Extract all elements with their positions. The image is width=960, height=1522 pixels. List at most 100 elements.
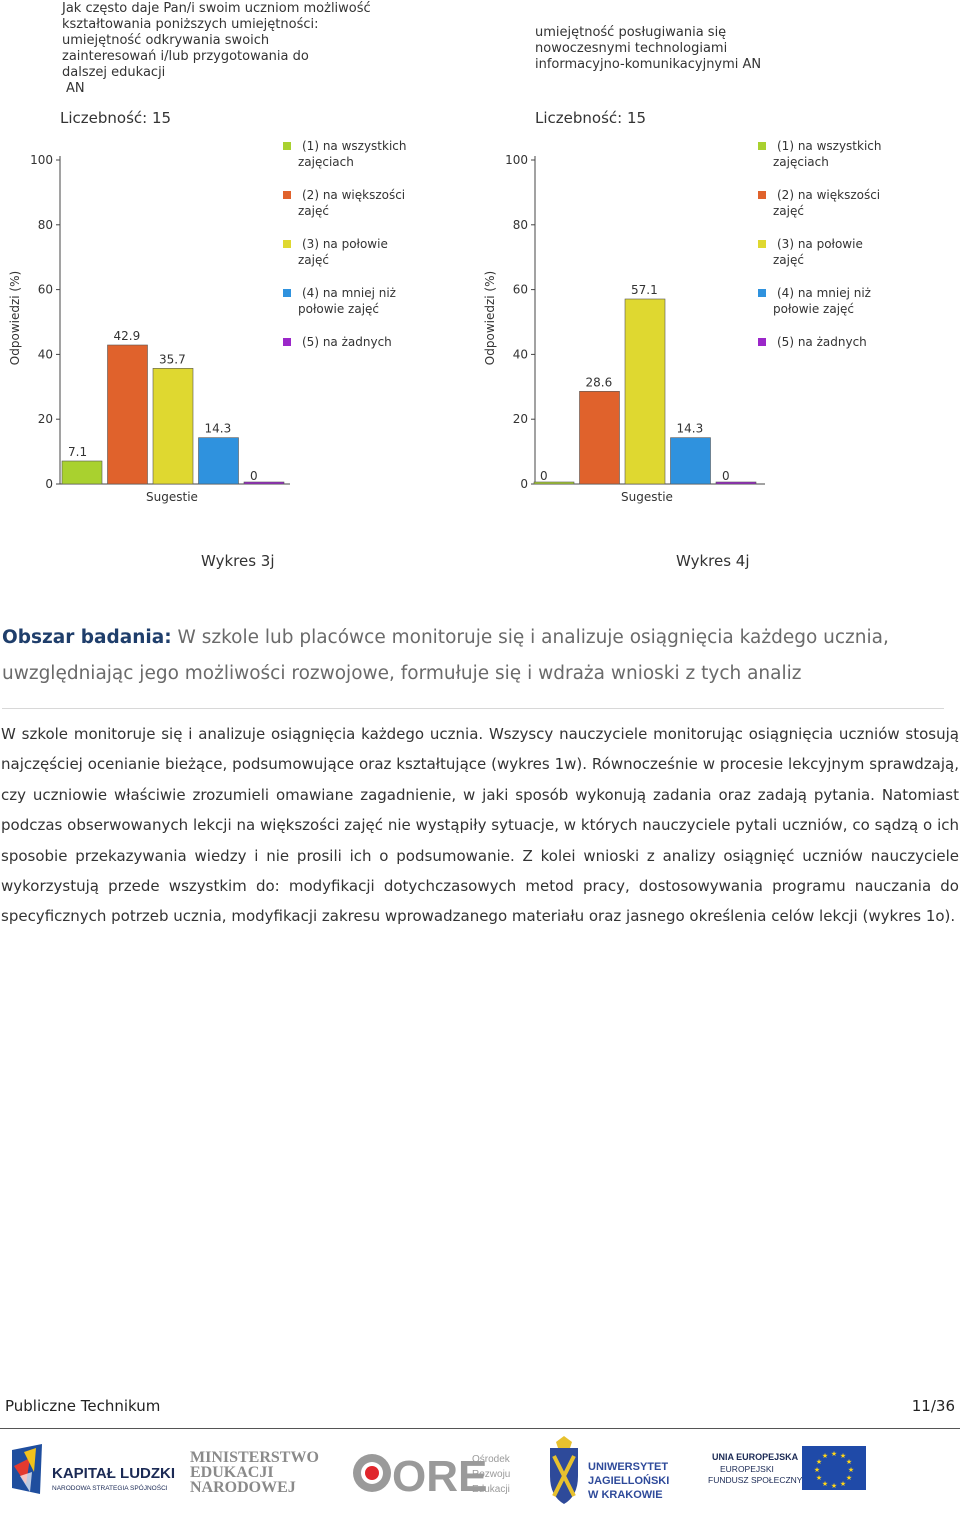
bar [107, 344, 148, 485]
data-label: 14.3 [205, 422, 232, 436]
body-paragraph: W szkole monitoruje się i analizuje osią… [1, 725, 959, 926]
chart-title-line: Jak często daje Pan/i swoim uczniom możl… [61, 1, 371, 16]
legend-swatch [283, 289, 291, 297]
logo-text: Rozwoju [472, 1469, 510, 1480]
logo-bar-svg: KAPITAŁ LUDZKI NARODOWA STRATEGIA SPÓJNO… [12, 1436, 866, 1504]
chart-legend: (1) na wszystkich zajęciach (2) na większo… [283, 139, 407, 349]
svg-text:★: ★ [840, 1452, 846, 1460]
legend-label: (3) na połowie [302, 237, 388, 251]
legend-label: zajęciach [773, 155, 829, 169]
bar [715, 481, 757, 485]
logo-text: UNIWERSYTET [588, 1461, 668, 1473]
logo-text: W KRAKOWIE [588, 1489, 663, 1501]
logo-text: EUROPEJSKI [720, 1464, 774, 1474]
y-tick-label: 20 [38, 412, 53, 426]
chart-title: umiejętność posługiwania się nowoczesnym… [535, 25, 761, 72]
logo-text: JAGIELLOŃSKI [588, 1474, 669, 1487]
legend-label: (4) na mniej niż [302, 286, 396, 300]
svg-text:★: ★ [848, 1466, 854, 1474]
y-tick-label: 60 [38, 283, 53, 297]
logo-text: FUNDUSZ SPOŁECZNY [708, 1475, 803, 1485]
count-label: Liczebność: 15 [60, 109, 171, 127]
chart-title-line: nowoczesnymi technologiami [535, 41, 727, 56]
x-axis-label: Sugestie [621, 490, 673, 504]
svg-text:★: ★ [816, 1458, 822, 1466]
y-axis-label: Odpowiedzi (%) [8, 271, 22, 365]
section-heading: Obszar badania: W szkole lub placówce mo… [2, 620, 960, 692]
logo-text: EDUKACJI [190, 1464, 274, 1481]
logo-text: ORE [392, 1452, 487, 1501]
uj-logo: UNIWERSYTET JAGIELLOŃSKI W KRAKOWIE [550, 1436, 669, 1504]
section-heading-label: Obszar badania: [2, 627, 172, 648]
data-label: 0 [722, 469, 730, 483]
svg-text:★: ★ [831, 1482, 837, 1490]
svg-text:★: ★ [814, 1466, 820, 1474]
y-tick-label: 40 [38, 347, 53, 361]
svg-text:★: ★ [822, 1452, 828, 1460]
y-tick-label: 20 [513, 412, 528, 426]
bar [198, 437, 239, 485]
legend-label: zajęć [773, 204, 804, 218]
logo-text: KAPITAŁ LUDZKI [52, 1465, 175, 1482]
chart-caption: Wykres 4j [676, 552, 750, 570]
y-tick-label: 80 [38, 218, 53, 232]
chart-4j-svg: umiejętność posługiwania się nowoczesnym… [483, 25, 882, 504]
count-label: Liczebność: 15 [535, 109, 646, 127]
logo-text: NARODOWA STRATEGIA SPÓJNOŚCI [52, 1483, 168, 1492]
eu-flag-icon [802, 1446, 866, 1490]
y-axis-label: Odpowiedzi (%) [483, 271, 497, 365]
bar [152, 368, 194, 485]
legend-swatch [758, 191, 766, 199]
legend-label: (5) na żadnych [777, 335, 867, 349]
legend-swatch [758, 142, 766, 150]
legend-label: (2) na większości [777, 188, 880, 202]
data-label: 7.1 [68, 445, 87, 459]
legend-label: połowie zajęć [298, 302, 379, 316]
bar [243, 481, 285, 485]
svg-text:★: ★ [846, 1458, 852, 1466]
logo-text: NARODOWEJ [190, 1479, 296, 1496]
y-tick-label: 0 [45, 477, 53, 491]
data-label: 28.6 [586, 375, 613, 389]
svg-text:★: ★ [846, 1474, 852, 1482]
divider [2, 708, 944, 709]
chart-title-line: kształtowania poniższych umiejętności: [62, 17, 319, 32]
ue-logo: UNIA EUROPEJSKA EUROPEJSKI FUNDUSZ SPOŁE… [708, 1446, 866, 1490]
y-tick-label: 100 [30, 153, 53, 167]
legend-swatch [283, 142, 291, 150]
chart-title-line: AN [66, 81, 85, 96]
chart-title-line: informacyjno-komunikacyjnymi AN [535, 57, 761, 72]
legend-swatch [758, 289, 766, 297]
kapital-ludzki-logo: KAPITAŁ LUDZKI NARODOWA STRATEGIA SPÓJNO… [12, 1444, 175, 1494]
svg-text:★: ★ [831, 1450, 837, 1458]
chart-title-line: umiejętność odkrywania swoich [62, 33, 269, 48]
chart-3j-svg: Jak często daje Pan/i swoim uczniom możl… [8, 1, 407, 504]
chart-title-line: umiejętność posługiwania się [535, 25, 726, 40]
footer-school-name: Publiczne Technikum [5, 1397, 161, 1415]
logo-bar: KAPITAŁ LUDZKI NARODOWA STRATEGIA SPÓJNO… [0, 1436, 960, 1518]
footer-page-number: 11/36 [911, 1397, 955, 1415]
logo-text: Edukacji [472, 1484, 510, 1495]
section-heading-text: W szkole lub placówce monitoruje się i a… [2, 627, 889, 684]
legend-label: (4) na mniej niż [777, 286, 871, 300]
x-axis-label: Sugestie [146, 490, 198, 504]
svg-text:★: ★ [822, 1480, 828, 1488]
chart-title-line: zainteresowań i/lub przygotowania do [62, 49, 309, 64]
logo-text: MINISTERSTWO [190, 1449, 319, 1466]
legend-label: połowie zajęć [773, 302, 854, 316]
legend-label: (1) na wszystkich [777, 139, 882, 153]
legend-swatch [283, 240, 291, 248]
data-label: 14.3 [677, 422, 704, 436]
bar [61, 460, 103, 485]
legend-label: zajęć [298, 253, 329, 267]
legend-label: zajęciach [298, 155, 354, 169]
bar [533, 481, 575, 485]
data-label: 0 [250, 469, 258, 483]
logo-text: UNIA EUROPEJSKA [712, 1452, 799, 1462]
legend-label: zajęć [773, 253, 804, 267]
legend-label: zajęć [298, 204, 329, 218]
ore-logo: ORE Ośrodek Rozwoju Edukacji [353, 1452, 511, 1501]
bar [624, 298, 666, 485]
data-label: 0 [540, 469, 548, 483]
legend-label: (3) na połowie [777, 237, 863, 251]
